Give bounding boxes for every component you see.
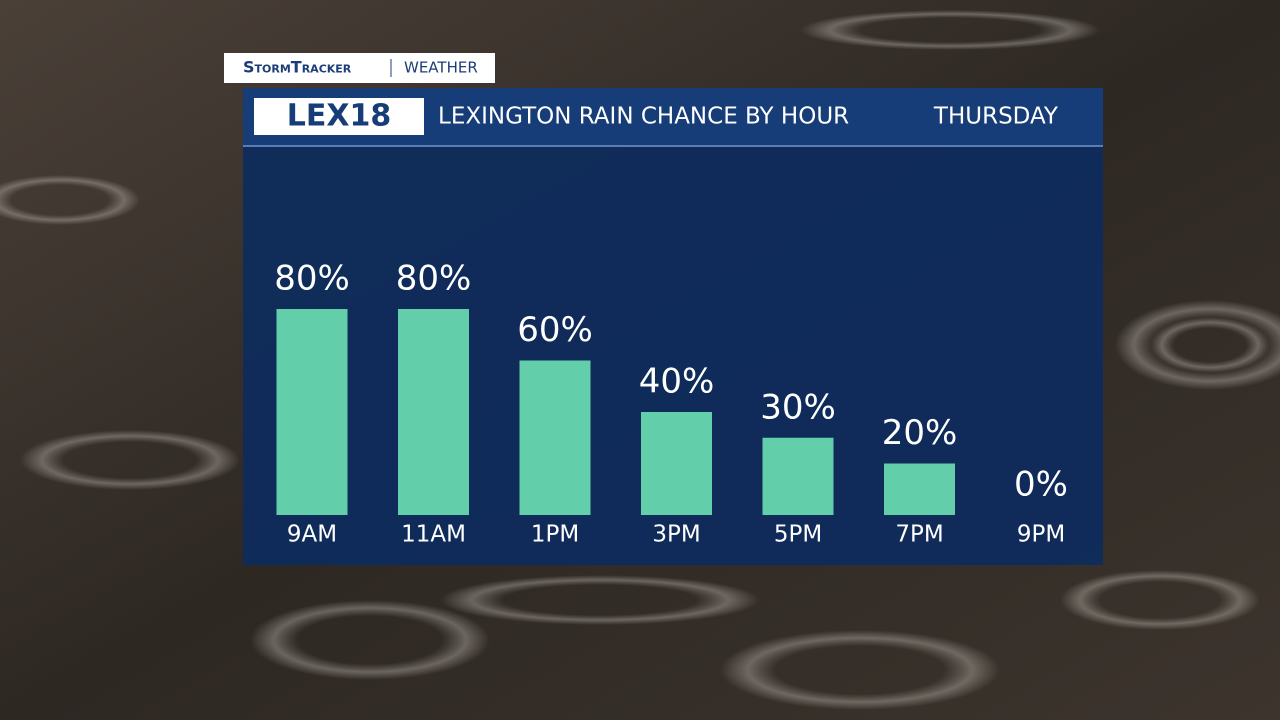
bar (519, 360, 591, 515)
brand-tag (224, 53, 495, 83)
logo: LEX18 (287, 99, 392, 134)
x-tick-label: 1PM (531, 522, 579, 548)
x-tick-label: 7PM (895, 522, 943, 548)
x-tick-label: 5PM (774, 522, 822, 548)
value-label: 40% (639, 362, 715, 402)
bar (276, 309, 348, 515)
x-tick-label: 9AM (287, 522, 337, 548)
value-label: 30% (760, 387, 836, 427)
x-tick-label: 3PM (652, 522, 700, 548)
value-label: 80% (396, 259, 472, 299)
logo-box (254, 98, 424, 135)
value-label: 80% (274, 259, 350, 299)
chart-subtitle: THURSDAY (933, 104, 1059, 130)
x-tick-label: 9PM (1017, 522, 1065, 548)
chart-title: LEXINGTON RAIN CHANCE BY HOUR (438, 104, 849, 130)
bar (884, 463, 955, 515)
section: WEATHER (404, 59, 478, 77)
value-label: 0% (1014, 465, 1068, 505)
value-label: 60% (517, 310, 593, 350)
value-label: 20% (882, 413, 958, 453)
bar (641, 412, 712, 515)
brand: StormTracker (243, 58, 352, 77)
bar (398, 309, 469, 515)
bar (762, 437, 834, 515)
x-tick-label: 11AM (401, 522, 466, 548)
water-texture (0, 10, 1280, 710)
